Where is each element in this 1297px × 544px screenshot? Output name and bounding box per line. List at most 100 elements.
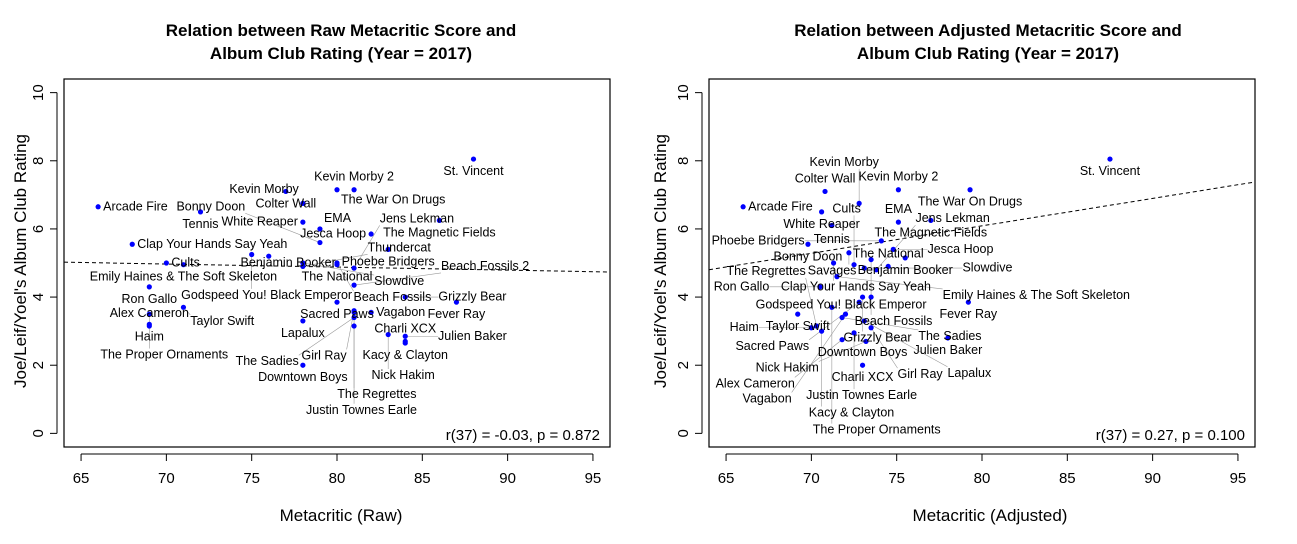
label-leader-line [302,254,368,267]
data-point-label: Bonny Doon [176,199,245,213]
label-leader-line [836,276,943,290]
data-point-label: Colter Wall [255,196,316,210]
label-leader-line [336,262,354,292]
data-point [351,187,357,193]
data-point [385,246,391,252]
label-leader-line [805,277,817,327]
data-point-label: Tennis [182,217,218,231]
y-tick-label: 0 [30,429,47,437]
data-point-label: Haim [730,320,759,334]
data-point [851,330,857,336]
data-point [334,299,340,305]
data-point-label: Charli XCX [832,370,894,384]
data-point [928,217,934,224]
data-point-label: Clap Your Hands Say Yeah [781,280,931,294]
data-point-label: St. Vincent [443,164,504,178]
data-point [283,188,289,195]
data-point [851,262,857,268]
data-point [890,246,896,252]
data-point-label: Cults [832,201,860,215]
x-tick-label: 65 [73,470,90,487]
data-point-label: Vagabon [376,305,425,319]
data-point [859,362,866,368]
data-points [95,156,477,368]
data-point-label: Julien Baker [438,329,507,343]
data-point-label: Girl Ray [301,348,347,362]
y-tick-label: 10 [675,84,692,101]
data-point-label: Girl Ray [898,367,944,381]
raw-scatter-panel: Relation between Raw Metacritic Score an… [11,21,611,525]
data-point-label: Jesca Hoop [927,242,993,256]
data-point-label: Alex Cameron [716,376,795,390]
y-tick-label: 6 [675,225,692,233]
data-point-label: Cults [171,256,199,270]
data-point [829,304,835,310]
data-point [895,219,901,225]
x-tick-label: 75 [888,470,905,487]
data-point-label: Kevin Morby 2 [858,170,938,184]
label-leader-line [842,317,919,331]
label-leader-line [298,317,355,356]
data-point-label: The National [302,270,373,284]
label-leader-line [794,339,843,378]
data-point [873,267,879,273]
data-point [300,219,306,225]
data-point-label: Alex Cameron [110,306,189,320]
data-point [146,284,152,290]
data-point [180,304,187,310]
data-point [95,204,101,210]
x-tick-label: 90 [499,470,516,487]
regression-line [709,181,1255,271]
data-point-label: Nick Hakim [756,361,819,375]
label-leader-line [302,262,375,276]
data-point-label: Beach Fossils [855,314,933,328]
data-point [817,284,823,290]
data-point-label: Kevin Morby [229,182,299,196]
label-leader-line [875,224,916,271]
x-axis-label: Metacritic (Adjusted) [913,506,1068,525]
data-point-label: St. Vincent [1080,164,1141,178]
plot-frame [63,78,611,448]
data-point [856,299,862,305]
data-point-labels: St. Vincent Arcade Fire The War On Drugs Fe… [712,155,1141,437]
data-point-label: Phoebe Bridgers [712,233,805,247]
data-point-label: Charli XCX [374,321,436,335]
data-point [965,299,971,305]
data-point-label: The Proper Ornaments [100,348,228,362]
data-point [300,362,306,368]
data-point [819,209,825,215]
data-point [334,187,340,193]
data-point [146,311,152,317]
data-point [822,188,828,195]
data-point-label: The Sadies [918,329,981,343]
x-axis-label: Metacritic (Raw) [280,506,403,525]
data-point [300,263,306,270]
data-point [861,318,867,324]
x-tick-label: 80 [329,470,346,487]
data-point-label: Sacred Paws [300,307,374,321]
correlation-annotation: r(37) = -0.03, p = 0.872 [446,427,600,444]
data-point [795,311,801,317]
data-point-label: Jens Lekman [380,211,454,225]
data-point [351,323,357,329]
data-point-label: The Magnetic Fields [875,225,988,239]
data-point [895,187,901,193]
data-point-label: The Regrettes [726,264,805,278]
data-point-label: Godspeed You! Black Emperor [756,297,927,311]
data-point-label: Savages [808,263,857,277]
leader-lines [149,212,442,404]
chart-title-line-1: Relation between Adjusted Metacritic Sco… [794,21,1182,40]
data-point [249,251,255,258]
data-point-label: The Magnetic Fields [383,225,496,239]
data-point-label: Fever Ray [428,307,486,321]
data-point [317,226,323,232]
data-point [317,239,323,246]
label-leader-line [354,272,442,286]
data-point [808,325,814,331]
data-point-label: EMA [885,202,913,216]
data-point-label: Clap Your Hands Say Yeah [137,237,287,251]
data-points [740,156,1113,368]
data-point-label: The Proper Ornaments [813,423,941,437]
data-point-label: The Sadies [236,354,299,368]
